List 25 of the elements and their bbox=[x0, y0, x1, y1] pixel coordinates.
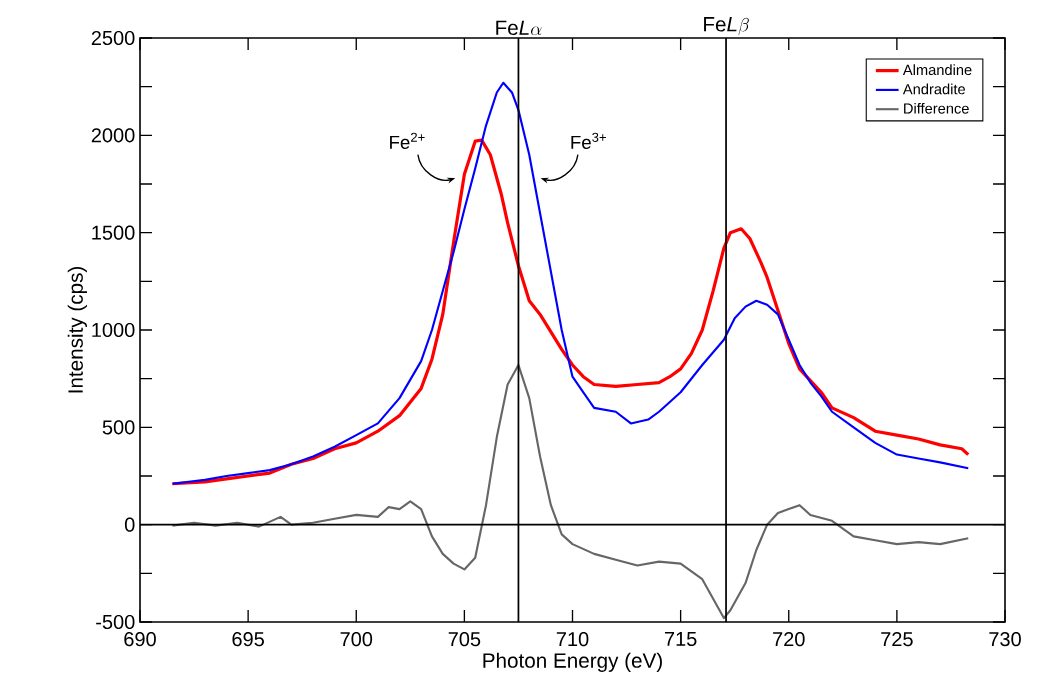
y-tick-label: 0 bbox=[124, 517, 135, 532]
x-tick-label: 700 bbox=[340, 632, 373, 647]
x-tick-label: 710 bbox=[556, 632, 589, 647]
x-tick-label: 730 bbox=[989, 632, 1021, 647]
legend-label: Difference bbox=[904, 102, 969, 114]
x-tick-label: 705 bbox=[448, 632, 481, 647]
x-tick-label: 690 bbox=[124, 632, 156, 647]
y-axis-title: Intensity (cps) bbox=[67, 266, 87, 393]
y-tick-label: -500 bbox=[96, 614, 135, 630]
y-tick-label: 500 bbox=[102, 420, 135, 435]
x-tick-label: 715 bbox=[664, 632, 697, 646]
annotation: Fe$^{3+}$ bbox=[571, 132, 606, 149]
legend-label: Andradite bbox=[902, 83, 966, 95]
annotation: Fe$^{2+}$ bbox=[390, 132, 425, 149]
legend-label: Almandine bbox=[902, 64, 972, 76]
x-tick-label: 725 bbox=[881, 632, 913, 647]
y-tick-label: 2500 bbox=[91, 30, 135, 46]
y-tick-label: 2000 bbox=[91, 128, 135, 143]
y-tick-label: 1500 bbox=[92, 225, 135, 240]
x-axis-title: Photon Energy (eV) bbox=[483, 652, 662, 672]
ref-line-label: $\mathrm{Fe}\mathit{L}\beta$ bbox=[704, 17, 749, 36]
x-tick-label: 720 bbox=[773, 632, 805, 647]
ref-line-label: $\mathrm{Fe}\mathit{L}\alpha$ bbox=[496, 20, 542, 36]
x-tick-label: 695 bbox=[232, 632, 264, 647]
y-tick-label: 1000 bbox=[92, 322, 135, 338]
